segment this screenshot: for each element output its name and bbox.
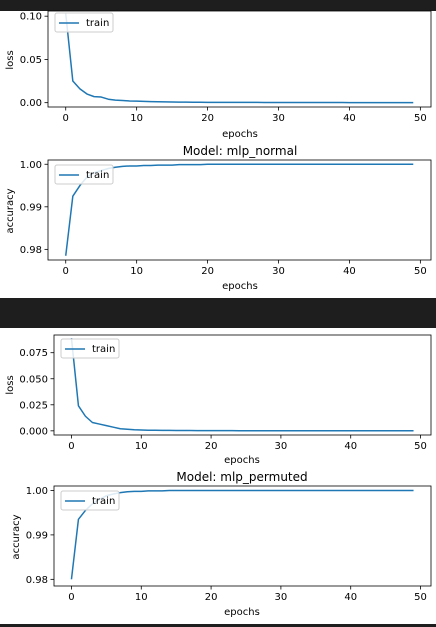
series-line-train xyxy=(64,163,414,256)
y-tick-label: 0.00 xyxy=(20,98,42,109)
chart-loss-permuted: epochs loss 0 10 20 30 40 50 0.000 0.025 0.050 0.… xyxy=(5,334,432,466)
plot-frame xyxy=(47,10,432,108)
x-tick-label: 20 xyxy=(205,592,218,603)
y-tick-label: 0.075 xyxy=(19,348,48,359)
plot-area: 0 10 20 30 40 50 0.00 0.05 0.10 xyxy=(20,10,432,124)
x-tick-label: 40 xyxy=(344,441,357,452)
y-tick-label: 1.00 xyxy=(26,486,48,497)
x-tick-label: 20 xyxy=(201,113,214,124)
y-tick-label: 0.025 xyxy=(19,400,48,411)
legend: train xyxy=(60,338,120,359)
chart-title: Model: mlp_permuted xyxy=(176,470,307,484)
plot-area: 0 10 20 30 40 50 0.000 0.025 0.050 0.075 xyxy=(19,334,432,452)
x-tick-label: 30 xyxy=(275,441,288,452)
x-tick-label: 0 xyxy=(68,592,74,603)
x-tick-label: 40 xyxy=(343,113,356,124)
y-tick-label: 0.050 xyxy=(19,374,48,385)
plot-frame xyxy=(47,159,432,261)
x-tick-label: 10 xyxy=(130,113,143,124)
chart-accuracy-permuted: Model: mlp_permuted epochs accuracy 0 10 2… xyxy=(11,470,432,618)
y-tick-label: 0.99 xyxy=(20,202,42,213)
series-line-train xyxy=(70,338,414,432)
legend-entry: train xyxy=(92,344,115,355)
plot-area: 0 10 20 30 40 50 0.98 0.99 1.00 xyxy=(26,485,432,603)
x-tick-label: 40 xyxy=(344,592,357,603)
legend-box xyxy=(54,164,114,185)
y-tick-label: 1.00 xyxy=(20,160,42,171)
x-tick-label: 10 xyxy=(130,266,143,277)
x-tick-label: 0 xyxy=(63,113,69,124)
x-axis-label: epochs xyxy=(222,281,258,292)
chart-accuracy-normal: Model: mlp_normal epochs accuracy 0 10 20 3… xyxy=(5,144,432,292)
plot-frame xyxy=(53,485,432,587)
y-tick-label: 0.98 xyxy=(20,245,42,256)
x-tick-label: 50 xyxy=(414,592,427,603)
x-tick-label: 0 xyxy=(68,441,74,452)
legend-box xyxy=(60,490,120,511)
plot-area: 0 10 20 30 40 50 0.98 0.99 1.00 xyxy=(20,159,432,277)
legend-entry: train xyxy=(86,170,109,181)
legend-box xyxy=(60,338,120,359)
top-dark-band xyxy=(0,0,436,11)
y-axis-label: loss xyxy=(5,50,16,69)
series-line-train xyxy=(70,489,414,580)
y-tick-label: 0.05 xyxy=(20,55,42,66)
y-axis-label: loss xyxy=(5,375,16,394)
x-axis-label: epochs xyxy=(224,607,260,618)
legend: train xyxy=(60,490,120,511)
x-tick-label: 40 xyxy=(343,266,356,277)
x-tick-label: 10 xyxy=(135,592,148,603)
series-line-train xyxy=(64,13,414,104)
legend-entry: train xyxy=(92,496,115,507)
legend-box xyxy=(54,12,114,33)
y-tick-label: 0.000 xyxy=(19,426,48,437)
y-axis-label: accuracy xyxy=(5,188,16,233)
x-tick-label: 20 xyxy=(201,266,214,277)
legend: train xyxy=(54,164,114,185)
y-tick-label: 0.99 xyxy=(26,530,48,541)
legend-entry: train xyxy=(86,18,109,29)
x-axis-label: epochs xyxy=(222,129,258,140)
x-tick-label: 50 xyxy=(414,266,427,277)
middle-dark-band xyxy=(0,298,436,328)
y-axis-label: accuracy xyxy=(11,514,22,559)
x-tick-label: 50 xyxy=(414,441,427,452)
x-axis-label: epochs xyxy=(224,455,260,466)
y-tick-label: 0.98 xyxy=(26,575,48,586)
bottom-dark-band xyxy=(0,624,436,627)
x-tick-label: 30 xyxy=(272,266,285,277)
plot-frame xyxy=(53,334,432,436)
x-tick-label: 50 xyxy=(414,113,427,124)
legend: train xyxy=(54,12,114,33)
x-tick-label: 10 xyxy=(135,441,148,452)
x-tick-label: 20 xyxy=(205,441,218,452)
x-tick-label: 30 xyxy=(272,113,285,124)
chart-loss-normal: epochs loss 0 10 20 30 40 50 0.00 0.05 0.10 trai… xyxy=(5,10,432,140)
y-tick-label: 0.10 xyxy=(20,12,42,23)
chart-title: Model: mlp_normal xyxy=(183,144,298,158)
x-tick-label: 30 xyxy=(275,592,288,603)
x-tick-label: 0 xyxy=(63,266,69,277)
